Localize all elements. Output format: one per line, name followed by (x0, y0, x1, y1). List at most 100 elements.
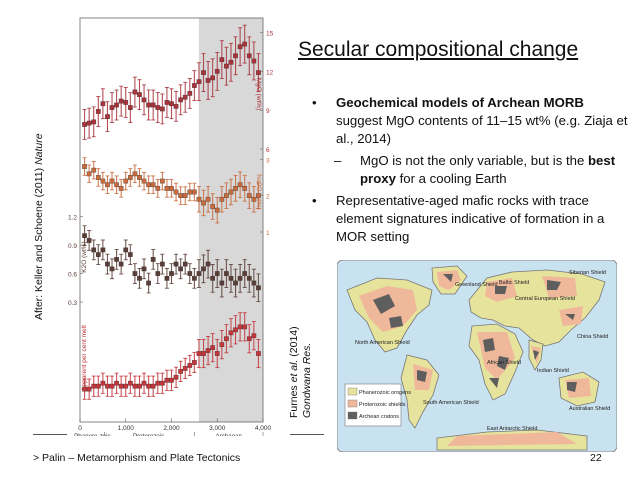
data-point (246, 336, 252, 342)
data-point (105, 383, 110, 389)
data-point (146, 182, 151, 188)
data-point (164, 100, 170, 105)
data-point (201, 266, 206, 272)
data-point (210, 345, 216, 350)
data-point (246, 53, 252, 59)
data-point (91, 247, 97, 253)
bullet-text: Representative-aged mafic rocks with tra… (336, 193, 605, 244)
data-point (164, 186, 170, 191)
data-point (91, 119, 97, 125)
legend-swatch-archean (347, 411, 358, 420)
data-point (201, 70, 206, 75)
data-point (123, 100, 129, 105)
figure-credit-right: Furnes et al. (2014) Gondwana Res. (288, 326, 314, 418)
slide-title: Secular compositional change (298, 38, 579, 61)
world-shield-map: Greenland Shield Baltic Shield Siberian … (336, 259, 618, 453)
data-point (173, 374, 179, 380)
data-point (251, 58, 257, 64)
bullet-text-bold: Geochemical models of Archean MORB (336, 95, 584, 110)
data-point (137, 175, 142, 180)
data-point (132, 89, 138, 95)
data-point (86, 171, 92, 177)
y-tick-label: 12 (266, 69, 273, 76)
credit-left-prefix: After: Keller and Schoene (2011) (33, 164, 45, 320)
bullet-glyph: • (312, 95, 317, 110)
bullet-item: • Representative-aged mafic rocks with t… (312, 192, 630, 246)
data-point (132, 271, 138, 276)
archean-cratons (373, 274, 577, 392)
data-point (164, 275, 170, 281)
data-point (192, 360, 197, 365)
data-point (251, 333, 257, 339)
data-point (127, 380, 133, 386)
data-point (233, 53, 238, 59)
data-point (224, 193, 229, 198)
y-tick-label: 1 (266, 230, 270, 237)
data-point (224, 336, 229, 342)
data-point (105, 261, 110, 267)
map-label: Indian Shield (537, 368, 569, 374)
data-point (160, 261, 165, 267)
panel-axis-label: MgO (wt%) (255, 78, 262, 111)
footer-rule-right (290, 434, 324, 435)
data-point (100, 380, 106, 386)
y-tick-label: 3 (266, 157, 270, 164)
data-point (141, 380, 147, 386)
data-point (242, 41, 248, 47)
map-label: Greenland Shield (455, 282, 498, 288)
data-point (214, 271, 220, 276)
data-point (86, 238, 92, 243)
data-point (242, 271, 248, 276)
data-point (173, 261, 179, 267)
credit-right-year: (2014) (288, 326, 300, 360)
data-point (82, 386, 87, 392)
data-point (164, 377, 170, 383)
data-point (146, 280, 151, 286)
data-point (118, 186, 124, 191)
data-point (150, 383, 156, 389)
data-point (246, 275, 252, 281)
data-point (237, 44, 243, 50)
data-point (123, 178, 129, 184)
sub-bullet-item: – MgO is not the only variable, but is t… (312, 152, 630, 188)
data-point (114, 257, 119, 262)
y-tick-label: 0.6 (68, 272, 77, 279)
data-point (132, 171, 138, 177)
y-tick-label: 0.9 (68, 243, 77, 250)
data-point (214, 68, 220, 74)
data-point (246, 193, 252, 198)
data-point (100, 247, 106, 253)
world-map-svg: Greenland Shield Baltic Shield Siberian … (336, 259, 618, 453)
data-point (192, 275, 197, 281)
data-point (127, 175, 133, 180)
data-point (256, 285, 261, 291)
data-point (219, 342, 225, 347)
data-point (95, 252, 101, 257)
y-tick-label: 6 (266, 147, 270, 154)
data-point (137, 275, 142, 281)
bullet-text: suggest MgO contents of 11–15 wt% (e.g. … (336, 113, 628, 146)
data-point (160, 380, 165, 386)
y-tick-label: 0.3 (68, 300, 77, 307)
dash-glyph: – (334, 153, 342, 168)
bullet-item: • Geochemical models of Archean MORB sug… (312, 94, 630, 148)
data-point (132, 383, 138, 389)
data-point (242, 186, 248, 191)
data-point (109, 178, 115, 184)
map-label: North American Shield (355, 340, 410, 346)
data-point (187, 91, 193, 96)
data-point (91, 167, 97, 173)
data-point (233, 327, 238, 333)
data-point (109, 383, 115, 389)
data-point (155, 271, 161, 276)
bullet-text-bold: best proxy (360, 153, 616, 186)
figure-credit-left: After: Keller and Schoene (2011) Nature (33, 133, 45, 320)
data-point (256, 351, 261, 356)
bullet-text: MgO is not the only variable, but is the (360, 153, 588, 168)
data-point (95, 109, 101, 114)
map-label: Siberian Shield (569, 270, 606, 276)
data-point (109, 105, 115, 110)
data-point (251, 280, 257, 286)
data-point (210, 275, 216, 281)
